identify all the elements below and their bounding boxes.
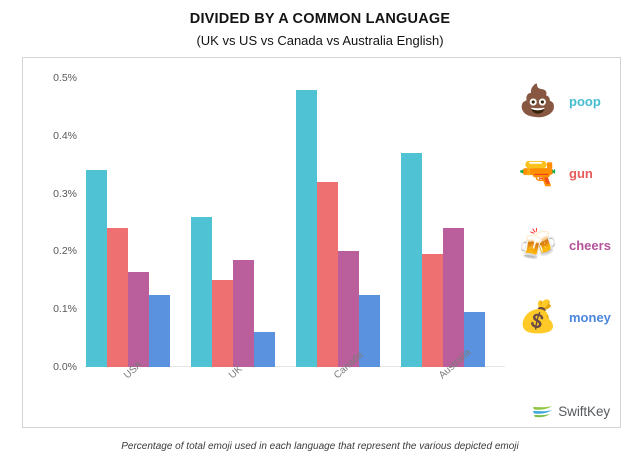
bar-group-bars <box>190 78 275 367</box>
bar-group: USA <box>85 78 170 381</box>
legend-item-money[interactable]: 💰 money <box>515 294 611 340</box>
y-axis-tick-label: 0.3% <box>53 187 77 200</box>
bar-usa-poop[interactable] <box>85 170 107 367</box>
bar-uk-cheers[interactable] <box>232 260 254 367</box>
bar-usa-money[interactable] <box>148 294 170 367</box>
chart-panel: 0.5% 0.4% 0.3% 0.2% 0.1% 0.0% USA UK Canada Aust… <box>22 57 621 428</box>
bar-canada-cheers[interactable] <box>337 251 359 367</box>
brand-name: SwiftKey <box>558 403 610 419</box>
page-subtitle: (UK vs US vs Canada vs Australia English… <box>196 33 444 48</box>
bar-australia-gun[interactable] <box>421 254 443 367</box>
poop-emoji-icon: 💩 <box>518 83 558 118</box>
bar-canada-money[interactable] <box>358 294 380 367</box>
page-title: DIVIDED BY A COMMON LANGUAGE <box>189 11 451 27</box>
y-axis-tick-label: 0.4% <box>53 129 77 142</box>
y-axis-tick-label: 0.2% <box>53 245 77 258</box>
bar-group: Canada <box>295 78 380 381</box>
bar-uk-gun[interactable] <box>211 280 233 367</box>
y-axis: 0.5% 0.4% 0.3% 0.2% 0.1% 0.0% <box>23 58 85 429</box>
bar-australia-money[interactable] <box>463 312 485 367</box>
legend-item-label: cheers <box>569 237 611 253</box>
y-axis-tick-label: 0.1% <box>53 303 77 316</box>
gun-emoji-icon: 🔫 <box>518 155 558 190</box>
bar-canada-poop[interactable] <box>295 89 317 367</box>
bar-group-bars <box>400 78 485 367</box>
y-axis-tick-label: 0.5% <box>53 72 77 84</box>
legend-item-poop[interactable]: 💩 poop <box>515 78 601 124</box>
bar-group: Australia <box>400 78 485 381</box>
bar-usa-cheers[interactable] <box>127 271 149 367</box>
legend-item-label: gun <box>569 165 593 181</box>
legend-item-label: poop <box>569 93 601 109</box>
y-axis-tick-label: 0.0% <box>53 361 77 373</box>
bar-uk-money[interactable] <box>253 332 275 367</box>
swoosh-logo-icon <box>533 406 553 418</box>
legend-item-gun[interactable]: 🔫 gun <box>515 150 593 196</box>
bar-australia-cheers[interactable] <box>442 228 464 367</box>
bar-group-bars <box>85 78 170 367</box>
bar-usa-gun[interactable] <box>106 228 128 367</box>
chart-caption: Percentage of total emoji used in each l… <box>121 441 519 452</box>
bar-group: UK <box>190 78 275 381</box>
beer-emoji-icon: 🍻 <box>518 227 558 262</box>
money-emoji-icon: 💰 <box>518 299 558 334</box>
axis-baseline <box>85 366 505 367</box>
title-block: DIVIDED BY A COMMON LANGUAGE (UK vs US v… <box>0 10 640 50</box>
bar-uk-poop[interactable] <box>190 216 212 367</box>
brand-logo: SwiftKey <box>532 403 610 419</box>
plot-area: USA UK Canada Australia <box>85 78 505 381</box>
legend-item-cheers[interactable]: 🍻 cheers <box>515 222 611 268</box>
bar-canada-gun[interactable] <box>316 182 338 367</box>
bar-australia-poop[interactable] <box>400 153 422 367</box>
chart-legend: 💩 poop 🔫 gun 🍻 cheers 💰 money <box>515 78 620 378</box>
bar-group-bars <box>295 78 380 367</box>
legend-item-label: money <box>569 309 611 325</box>
